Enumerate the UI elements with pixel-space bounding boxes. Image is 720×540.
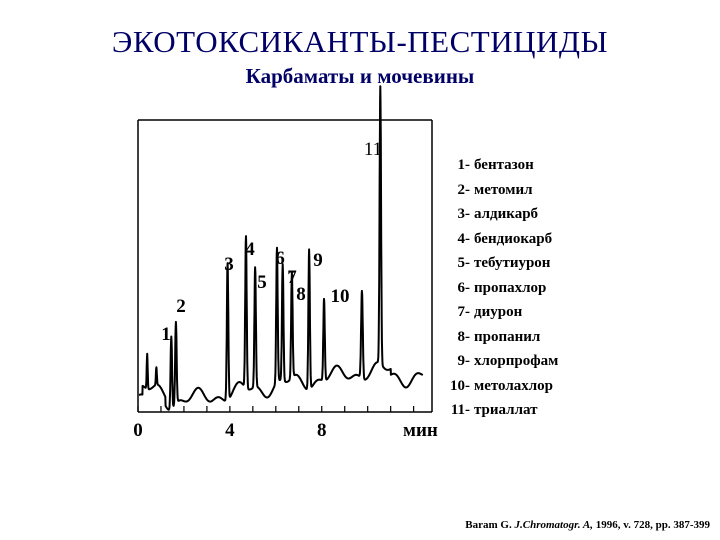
chart-frame xyxy=(137,119,433,413)
legend-item-name: бентазон xyxy=(474,157,534,173)
x-tick-label: 4 xyxy=(225,420,235,441)
legend-separator: - xyxy=(465,206,470,222)
legend-item-number: 2 xyxy=(457,181,466,198)
x-axis-ticks: 0 4 8 xyxy=(133,406,415,441)
peak-label-6: 6 xyxy=(275,248,285,269)
legend-item: 1- бентазон xyxy=(438,153,598,178)
legend-item: 4- бендиокарб xyxy=(438,227,598,252)
x-tick-label: 8 xyxy=(317,420,327,441)
page-subtitle: Карбаматы и мочевины xyxy=(245,64,475,88)
compound-legend: 1- бентазон 2- метомил 3- алдикарб 4- бендиокар… xyxy=(438,153,598,423)
x-axis-unit-label: мин xyxy=(403,420,438,441)
peak-label-3: 3 xyxy=(224,254,234,275)
legend-item-number: 6 xyxy=(457,279,466,296)
peak-label-5: 5 xyxy=(257,272,267,293)
legend-item-number: 1 xyxy=(457,157,466,173)
legend-item: 9- хлорпрофам xyxy=(438,349,598,374)
legend-item-name: бендиокарб xyxy=(474,230,553,247)
legend-item-name: алдикарб xyxy=(474,206,539,222)
legend-item-number: 10 xyxy=(450,377,465,394)
legend-separator: - xyxy=(465,230,470,247)
legend-item: 2- метомил xyxy=(438,178,598,203)
legend-item-name: диурон xyxy=(474,304,523,320)
legend-item: 7- диурон xyxy=(438,300,598,325)
legend-item-number: 4 xyxy=(457,230,466,247)
legend-item-name: тебутиурон xyxy=(474,255,551,271)
peak-label-1: 1 xyxy=(161,324,171,345)
legend-separator: - xyxy=(465,279,470,296)
legend-item: 3- алдикарб xyxy=(438,202,598,227)
legend-item-number: 8 xyxy=(457,328,466,345)
x-tick-label: 0 xyxy=(133,420,143,441)
legend-separator: - xyxy=(465,328,470,345)
legend-item-number: 5 xyxy=(457,255,466,271)
legend-item: 5- тебутиурон xyxy=(438,251,598,276)
legend-item-number: 9 xyxy=(457,353,466,369)
legend-item-name: триаллат xyxy=(474,402,538,418)
legend-item-name: хлорпрофам xyxy=(474,353,559,369)
legend-separator: - xyxy=(465,304,470,320)
legend-item: 11- триаллат xyxy=(438,398,598,423)
legend-item-name: метолахлор xyxy=(474,377,554,394)
peak-label-10: 10 xyxy=(331,286,350,307)
peak-label-7: 7 xyxy=(287,267,297,288)
legend-item: 6- пропахлор xyxy=(438,276,598,301)
chromatogram-trace xyxy=(138,85,424,411)
legend-item-number: 7 xyxy=(457,304,466,320)
legend-item-name: метомил xyxy=(474,181,533,198)
legend-item-name: пропахлор xyxy=(474,279,547,296)
page-title: ЭКОТОКСИКАНТЫ-ПЕСТИЦИДЫ xyxy=(111,24,609,59)
legend-item-number: 3 xyxy=(457,206,466,222)
citation-journal: J.Chromatogr. A, xyxy=(514,519,593,531)
legend-separator: - xyxy=(465,353,470,369)
citation: Baram G. J.Chromatogr. A, 1996, v. 728, … xyxy=(465,519,710,531)
legend-item-number: 11 xyxy=(450,402,465,418)
legend-item: 10- метолахлор xyxy=(438,374,598,399)
legend-separator: - xyxy=(465,377,470,394)
citation-details: 1996, v. 728, pp. 387-399 xyxy=(595,519,710,531)
legend-item-name: пропанил xyxy=(474,328,541,345)
legend-separator: - xyxy=(465,157,470,173)
citation-author: Baram G. xyxy=(465,519,512,531)
peak-label-2: 2 xyxy=(176,296,186,317)
peak-label-9: 9 xyxy=(313,250,323,271)
legend-separator: - xyxy=(465,402,470,418)
peak-label-8: 8 xyxy=(296,284,306,305)
peak-label-4: 4 xyxy=(245,239,255,260)
peak-label-11: 11 xyxy=(364,139,382,160)
legend-separator: - xyxy=(465,255,470,271)
legend-item: 8- пропанил xyxy=(438,325,598,350)
legend-separator: - xyxy=(465,181,470,198)
